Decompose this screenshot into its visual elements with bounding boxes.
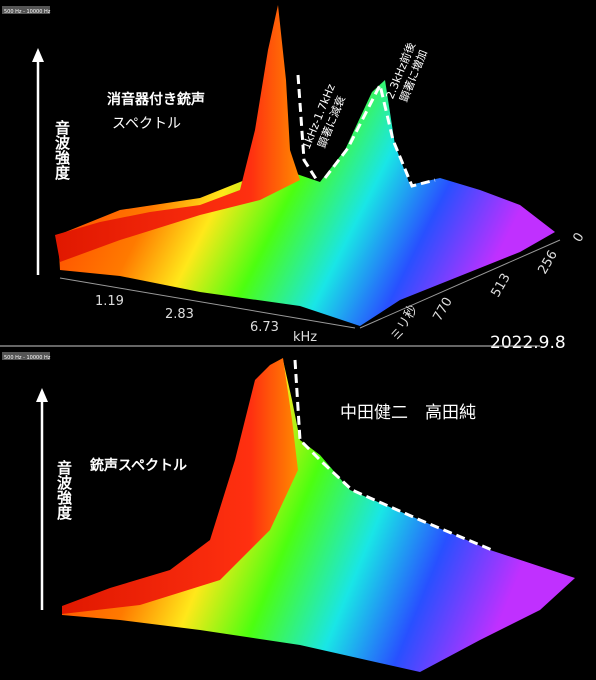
z-tick-label: 770 <box>430 295 455 324</box>
spectrum-back-peak <box>55 5 300 262</box>
dashed-outline <box>323 80 436 188</box>
range-box <box>2 6 50 14</box>
y-axis-label: 音波強度 <box>55 459 73 521</box>
arrow-head <box>36 388 48 402</box>
arrow-head <box>32 48 44 62</box>
panel-title: 消音器付き銃声 <box>107 91 205 108</box>
x-tick-label: 1.19 <box>95 294 124 309</box>
z-tick-label: 513 <box>488 271 513 300</box>
x-unit: kHz <box>293 330 317 345</box>
x-tick-label: 2.83 <box>165 307 194 322</box>
z-tick-label: 0 <box>570 230 587 245</box>
annotation: 1kHz-1.7kHz 顕著に減衰 <box>300 82 348 151</box>
dashed-outline <box>296 74 320 183</box>
date: 2022.9.8 <box>490 333 566 353</box>
spectrum-surface <box>58 80 555 326</box>
spectrum-surface <box>62 360 575 672</box>
y-axis-label: 音波強度 <box>53 119 71 181</box>
panel-title: 銃声スペクトル <box>90 457 187 474</box>
z-unit: ミリ秒 <box>388 303 420 344</box>
spectrum-back-peak <box>62 358 298 614</box>
z-tick-label: 256 <box>535 248 560 277</box>
dashed-outline <box>293 359 493 552</box>
credits: 中田健二 高田純 <box>340 403 476 423</box>
x-tick-label: 6.73 <box>250 320 279 335</box>
annotation: 2.3kHz前後 顕著に増加 <box>383 40 430 104</box>
range-label: 500 Hz - 10000 Hz <box>4 9 51 15</box>
z-axis-line <box>359 239 561 329</box>
x-axis-line <box>59 277 356 329</box>
range-box <box>2 352 50 360</box>
panel-subtitle: スペクトル <box>112 116 181 132</box>
range-label: 500 Hz - 10000 Hz <box>4 355 51 361</box>
